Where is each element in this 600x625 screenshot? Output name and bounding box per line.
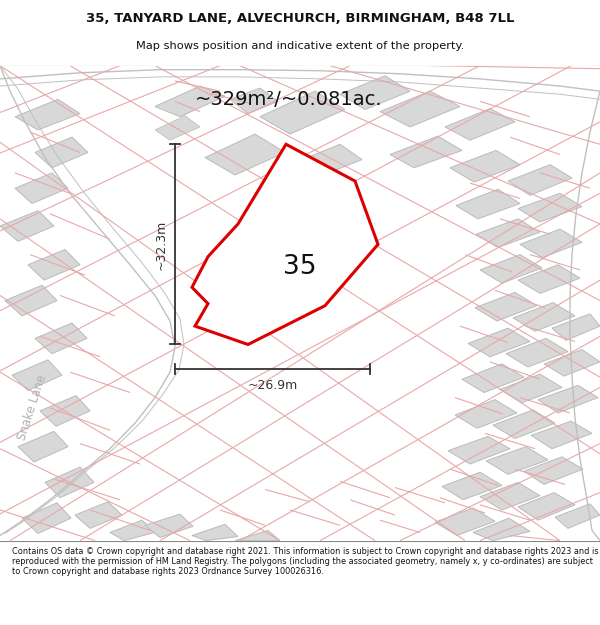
Polygon shape (260, 91, 345, 134)
Polygon shape (340, 76, 410, 109)
Polygon shape (230, 88, 278, 114)
Polygon shape (155, 86, 225, 117)
Polygon shape (192, 144, 378, 344)
Polygon shape (552, 314, 600, 341)
Polygon shape (390, 136, 462, 168)
Polygon shape (513, 302, 575, 331)
Polygon shape (35, 323, 87, 354)
Polygon shape (480, 254, 542, 283)
Polygon shape (448, 436, 510, 464)
Polygon shape (15, 173, 68, 204)
Polygon shape (520, 229, 582, 258)
Polygon shape (531, 421, 592, 449)
Polygon shape (155, 116, 200, 140)
Polygon shape (455, 399, 517, 428)
Polygon shape (486, 447, 548, 474)
Polygon shape (0, 211, 54, 241)
Text: 35, TANYARD LANE, ALVECHURCH, BIRMINGHAM, B48 7LL: 35, TANYARD LANE, ALVECHURCH, BIRMINGHAM… (86, 12, 514, 25)
Polygon shape (462, 364, 524, 392)
Polygon shape (235, 531, 280, 541)
Text: ~32.3m: ~32.3m (155, 219, 167, 269)
Text: ~26.9m: ~26.9m (247, 379, 298, 392)
Polygon shape (192, 524, 238, 541)
Polygon shape (110, 520, 155, 541)
Text: 35: 35 (283, 254, 317, 280)
Polygon shape (493, 410, 555, 439)
Polygon shape (28, 249, 80, 280)
Polygon shape (15, 99, 80, 130)
Polygon shape (473, 518, 530, 541)
Polygon shape (18, 431, 68, 462)
Polygon shape (538, 386, 598, 413)
Polygon shape (445, 109, 515, 140)
Polygon shape (476, 219, 540, 248)
Polygon shape (145, 514, 193, 538)
Polygon shape (295, 144, 362, 177)
Polygon shape (45, 467, 94, 498)
Polygon shape (506, 338, 568, 367)
Text: Map shows position and indicative extent of the property.: Map shows position and indicative extent… (136, 41, 464, 51)
Polygon shape (468, 328, 530, 357)
Polygon shape (40, 396, 90, 426)
Polygon shape (544, 349, 600, 376)
Polygon shape (456, 189, 520, 219)
Polygon shape (442, 472, 502, 500)
Polygon shape (480, 482, 540, 510)
Polygon shape (518, 193, 582, 222)
Polygon shape (555, 504, 600, 528)
Polygon shape (35, 137, 88, 168)
Polygon shape (450, 151, 520, 182)
Polygon shape (75, 502, 122, 528)
Polygon shape (5, 285, 57, 316)
Polygon shape (205, 134, 285, 175)
Polygon shape (518, 492, 575, 520)
Polygon shape (508, 165, 572, 196)
Text: Snake Lane: Snake Lane (15, 373, 49, 442)
Polygon shape (518, 265, 580, 293)
Polygon shape (22, 503, 71, 534)
Polygon shape (380, 91, 460, 127)
Polygon shape (524, 457, 583, 484)
Text: Contains OS data © Crown copyright and database right 2021. This information is : Contains OS data © Crown copyright and d… (12, 546, 599, 576)
Polygon shape (12, 360, 62, 391)
Polygon shape (475, 292, 537, 321)
Text: ~329m²/~0.081ac.: ~329m²/~0.081ac. (195, 90, 383, 109)
Polygon shape (500, 374, 562, 402)
Polygon shape (435, 508, 495, 536)
